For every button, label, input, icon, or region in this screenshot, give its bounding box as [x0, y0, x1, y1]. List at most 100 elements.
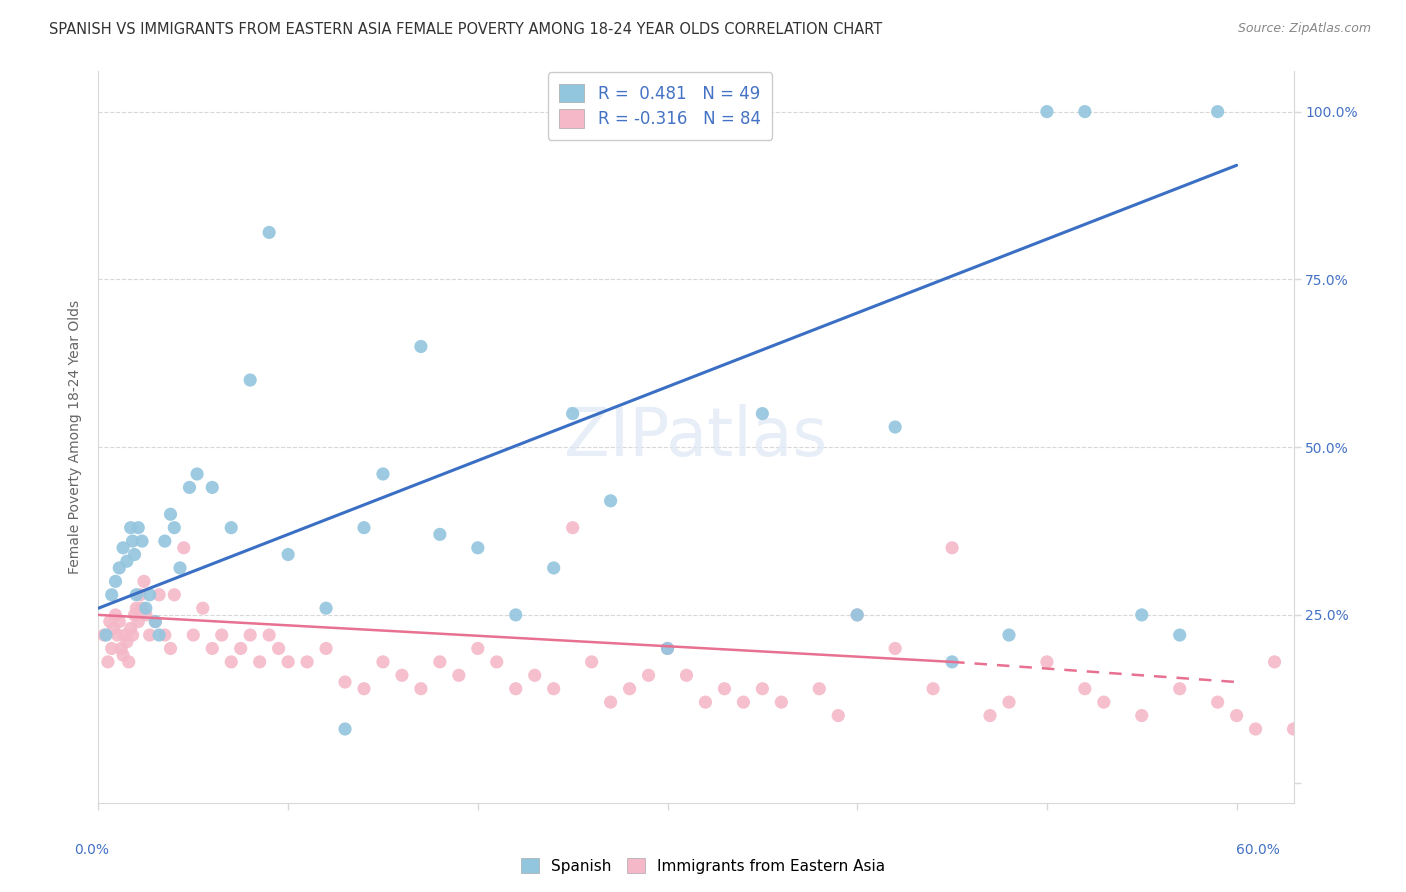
- Point: [1282, 722, 1305, 736]
- Point: [191, 601, 214, 615]
- Point: [93, 628, 115, 642]
- Point: [505, 681, 527, 696]
- Point: [100, 641, 122, 656]
- Point: [1264, 655, 1286, 669]
- Text: ZIPatlas: ZIPatlas: [564, 404, 828, 470]
- Text: SPANISH VS IMMIGRANTS FROM EASTERN ASIA FEMALE POVERTY AMONG 18-24 YEAR OLDS COR: SPANISH VS IMMIGRANTS FROM EASTERN ASIA …: [49, 22, 883, 37]
- Point: [108, 615, 131, 629]
- Point: [979, 708, 1001, 723]
- Point: [1036, 655, 1059, 669]
- Point: [153, 534, 176, 549]
- Point: [599, 695, 621, 709]
- Point: [447, 668, 470, 682]
- Point: [114, 628, 136, 642]
- Point: [770, 695, 793, 709]
- Point: [124, 548, 146, 562]
- Point: [713, 681, 735, 696]
- Point: [1036, 104, 1059, 119]
- Point: [941, 655, 963, 669]
- Point: [143, 615, 166, 629]
- Point: [179, 480, 201, 494]
- Point: [1074, 681, 1097, 696]
- Point: [846, 607, 869, 622]
- Point: [120, 621, 142, 635]
- Point: [808, 681, 831, 696]
- Point: [159, 508, 181, 522]
- Point: [201, 480, 224, 494]
- Point: [104, 574, 127, 589]
- Point: [211, 628, 233, 642]
- Point: [561, 407, 583, 421]
- Point: [97, 655, 120, 669]
- Point: [543, 681, 565, 696]
- Point: [1206, 104, 1229, 119]
- Point: [1244, 722, 1267, 736]
- Point: [619, 681, 641, 696]
- Point: [941, 541, 963, 555]
- Point: [129, 588, 152, 602]
- Point: [131, 534, 153, 549]
- Point: [94, 628, 117, 642]
- Point: [1074, 104, 1097, 119]
- Point: [131, 601, 153, 615]
- Point: [353, 521, 375, 535]
- Point: [124, 607, 146, 622]
- Point: [173, 541, 195, 555]
- Point: [219, 655, 242, 669]
- Point: [148, 628, 170, 642]
- Point: [267, 641, 290, 656]
- Point: [695, 695, 717, 709]
- Point: [315, 601, 337, 615]
- Point: [112, 541, 135, 555]
- Point: [751, 681, 773, 696]
- Point: [148, 588, 170, 602]
- Point: [409, 339, 432, 353]
- Point: [239, 628, 262, 642]
- Point: [186, 467, 208, 481]
- Point: [998, 695, 1021, 709]
- Point: [115, 554, 138, 568]
- Point: [115, 634, 138, 648]
- Point: [118, 655, 141, 669]
- Text: 60.0%: 60.0%: [1236, 843, 1281, 857]
- Point: [239, 373, 262, 387]
- Point: [1130, 607, 1153, 622]
- Point: [295, 655, 318, 669]
- Point: [143, 615, 166, 629]
- Text: 0.0%: 0.0%: [75, 843, 108, 857]
- Point: [138, 628, 160, 642]
- Point: [112, 648, 135, 662]
- Point: [846, 607, 869, 622]
- Point: [98, 615, 121, 629]
- Point: [257, 226, 280, 240]
- Point: [125, 601, 148, 615]
- Point: [201, 641, 224, 656]
- Point: [159, 641, 181, 656]
- Point: [1168, 681, 1191, 696]
- Point: [371, 655, 394, 669]
- Point: [132, 574, 155, 589]
- Point: [163, 521, 186, 535]
- Point: [135, 601, 157, 615]
- Point: [429, 527, 451, 541]
- Point: [257, 628, 280, 642]
- Point: [249, 655, 271, 669]
- Point: [1206, 695, 1229, 709]
- Point: [884, 641, 907, 656]
- Legend: Spanish, Immigrants from Eastern Asia: Spanish, Immigrants from Eastern Asia: [515, 852, 891, 880]
- Point: [429, 655, 451, 669]
- Point: [333, 675, 356, 690]
- Point: [100, 588, 122, 602]
- Point: [104, 607, 127, 622]
- Point: [1168, 628, 1191, 642]
- Point: [108, 561, 131, 575]
- Point: [105, 628, 128, 642]
- Point: [229, 641, 252, 656]
- Point: [163, 588, 186, 602]
- Text: Source: ZipAtlas.com: Source: ZipAtlas.com: [1237, 22, 1371, 36]
- Point: [120, 521, 142, 535]
- Point: [127, 521, 149, 535]
- Point: [153, 628, 176, 642]
- Point: [353, 681, 375, 696]
- Y-axis label: Female Poverty Among 18-24 Year Olds: Female Poverty Among 18-24 Year Olds: [69, 300, 83, 574]
